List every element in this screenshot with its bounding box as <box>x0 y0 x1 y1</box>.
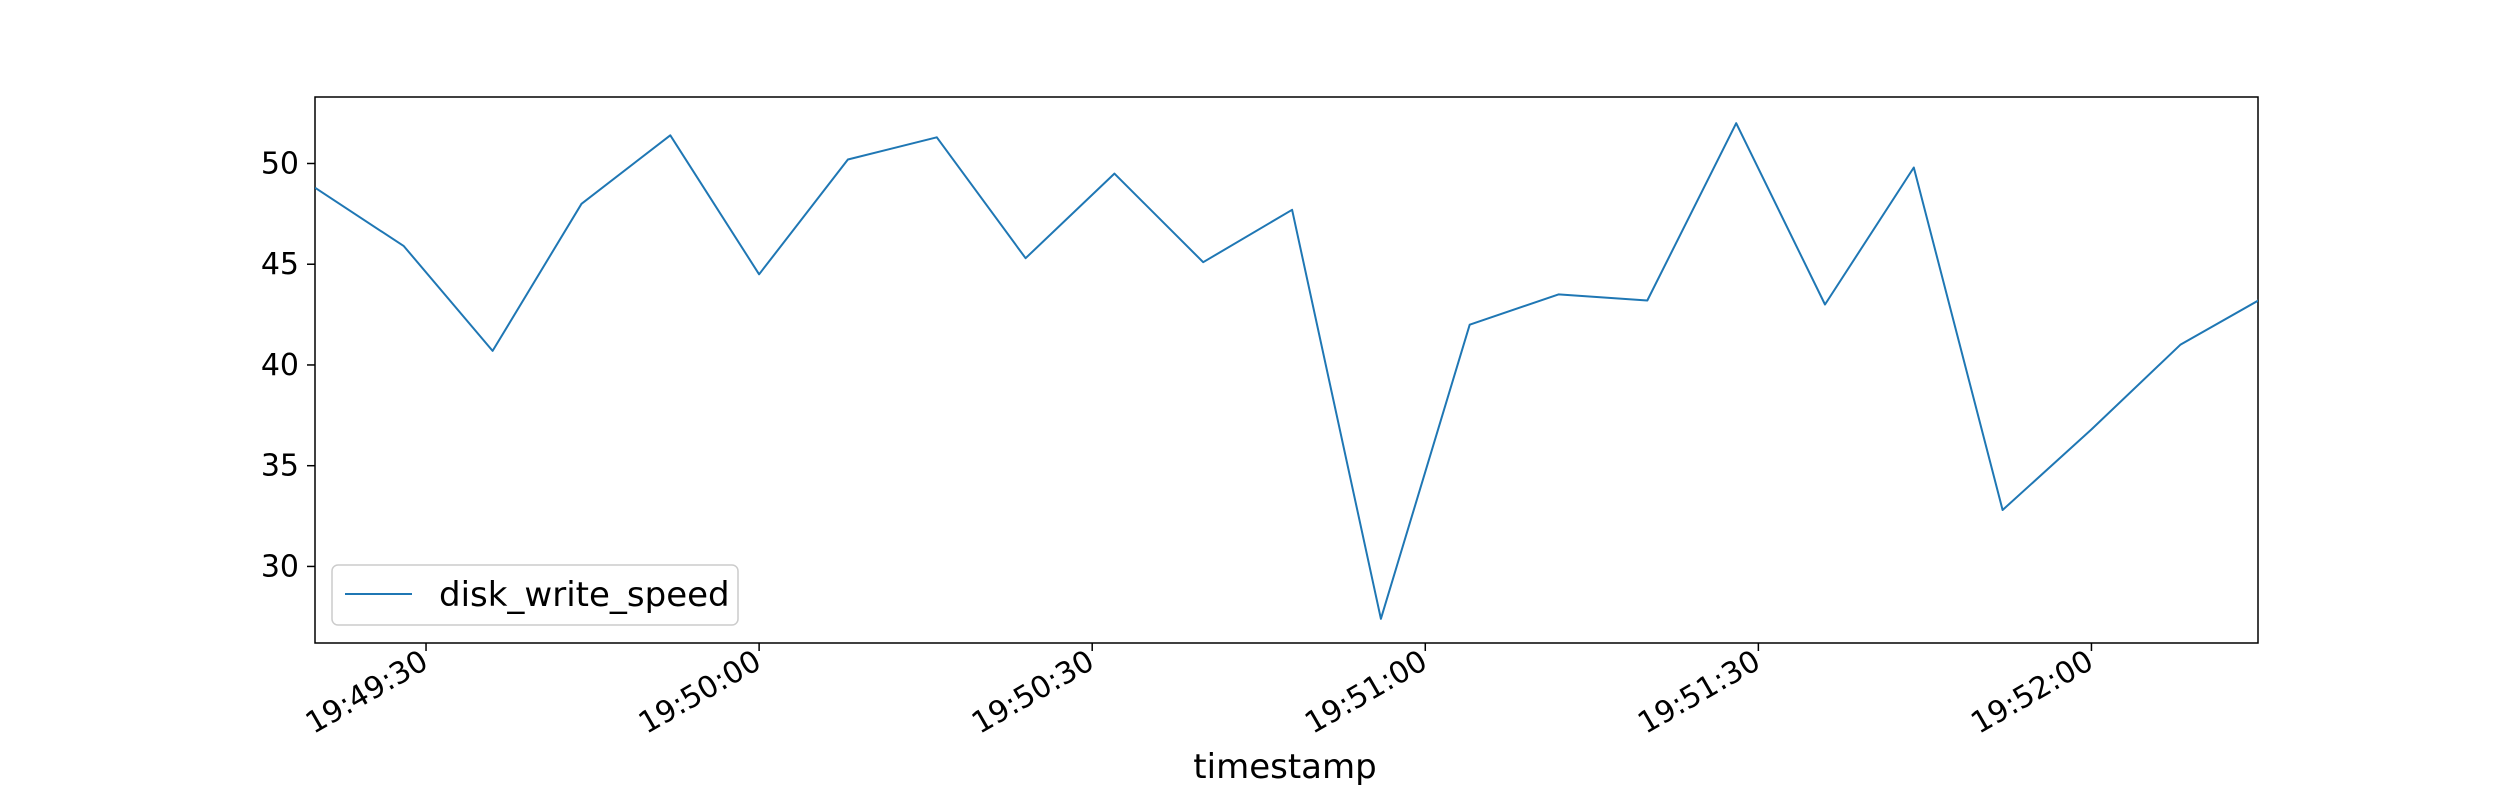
y-tick-label: 35 <box>261 449 299 484</box>
y-tick-label: 30 <box>261 549 299 584</box>
x-tick-label: 19:51:30 <box>1632 644 1766 742</box>
legend-box <box>331 564 739 626</box>
legend-label-disk-write-speed: disk_write_speed <box>439 575 730 615</box>
y-axis: 30 35 40 45 50 <box>261 146 315 584</box>
plot-area <box>314 96 2259 644</box>
y-tick-label: 50 <box>261 146 299 181</box>
y-tick-label: 45 <box>261 247 299 282</box>
x-tick-label: 19:50:00 <box>633 644 767 742</box>
series-line-disk-write-speed <box>315 122 2258 620</box>
x-axis-label: timestamp <box>1193 747 1376 787</box>
plot-frame <box>314 96 2259 644</box>
x-tick-label: 19:52:00 <box>1965 644 2099 742</box>
x-tick-label: 19:51:00 <box>1299 644 1433 742</box>
y-tick-label: 40 <box>261 348 299 383</box>
legend: disk_write_speed <box>331 564 739 626</box>
x-tick-label: 19:50:30 <box>966 644 1100 742</box>
x-axis: 19:49:30 19:50:00 19:50:30 19:51:00 19:51:30… <box>300 643 2099 742</box>
x-tick-label: 19:49:30 <box>300 644 434 742</box>
